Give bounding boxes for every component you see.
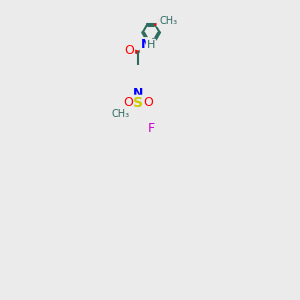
Text: O: O [158, 16, 166, 26]
Text: O: O [143, 96, 153, 109]
Text: N: N [133, 88, 143, 100]
Text: H: H [147, 40, 155, 50]
Text: N: N [141, 38, 151, 51]
Text: CH₃: CH₃ [159, 16, 177, 26]
Text: F: F [148, 122, 155, 134]
Text: S: S [133, 96, 143, 110]
Text: O: O [123, 96, 133, 109]
Text: O: O [124, 44, 134, 57]
Text: CH₃: CH₃ [112, 109, 130, 119]
